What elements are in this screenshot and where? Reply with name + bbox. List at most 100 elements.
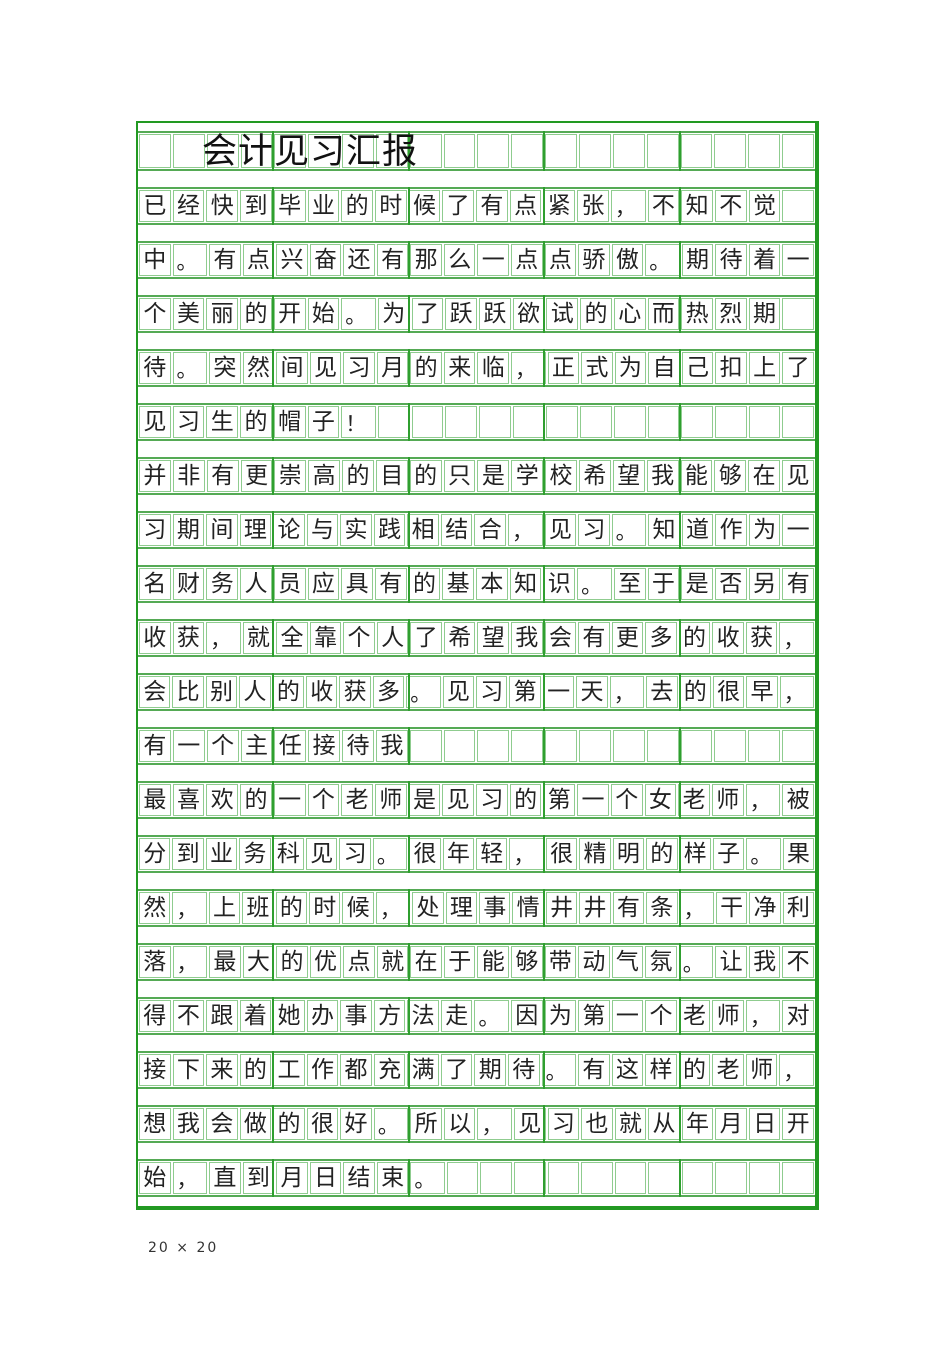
char-cell: 大 — [242, 946, 275, 978]
char-cell: 样 — [645, 1054, 677, 1086]
char-cell: 。 — [172, 352, 208, 384]
char-cell: 分 — [139, 838, 171, 870]
char-cell — [443, 730, 476, 762]
char-cell: 。 — [410, 1162, 445, 1194]
char-cell: 很 — [306, 1108, 339, 1140]
group-divider-line — [272, 997, 275, 1035]
char-cell: 会 — [139, 676, 171, 708]
group-divider-line — [678, 349, 681, 387]
row-spacer — [138, 1143, 815, 1159]
char-cell: 束 — [376, 1162, 409, 1194]
char-cell: 落 — [139, 946, 171, 978]
char-cell — [648, 1162, 680, 1194]
char-cell: 让 — [715, 946, 747, 978]
char-cell: 经 — [172, 190, 205, 222]
char-cell: 我 — [748, 946, 781, 978]
char-cell: 于 — [443, 946, 476, 978]
char-cell: 望 — [477, 622, 510, 654]
char-cell: 人 — [376, 622, 409, 654]
char-cell: 试 — [546, 298, 579, 330]
char-cell: 充 — [373, 1054, 406, 1086]
char-cell: 收 — [306, 676, 338, 708]
char-cell: 应 — [307, 568, 340, 600]
char-cell: ， — [172, 892, 207, 924]
char-cell: 践 — [373, 514, 406, 546]
group-divider-line — [407, 1051, 410, 1089]
char-cell: 一 — [172, 730, 205, 762]
char-cell: 目 — [375, 460, 408, 492]
char-cell: 跟 — [206, 1000, 238, 1032]
char-cell: ， — [745, 784, 781, 816]
bottom-margin-strip — [138, 1197, 815, 1206]
char-cell: 对 — [782, 1000, 814, 1032]
char-cell: 点 — [544, 244, 577, 276]
char-cell — [782, 1162, 814, 1194]
group-divider-line — [407, 511, 410, 549]
text-row: 落，最大的优点就在于能够带动气氛。让我不 — [138, 943, 815, 981]
char-cell: 欢 — [206, 784, 239, 816]
char-cell: 见 — [139, 406, 171, 438]
char-cell: 见 — [306, 838, 338, 870]
char-cell: 被 — [782, 784, 815, 816]
group-divider-line — [272, 889, 275, 927]
char-cell — [748, 406, 781, 438]
group-divider-line — [407, 673, 410, 711]
char-cell: 的 — [240, 406, 272, 438]
text-row: 中。有点兴奋还有那么一点点骄傲。期待着一 — [138, 241, 815, 279]
char-cell: 名 — [139, 568, 171, 600]
char-cell: 来 — [443, 352, 476, 384]
group-divider-line — [272, 1105, 275, 1143]
char-cell: 烈 — [714, 298, 747, 330]
char-cell: 为 — [748, 514, 781, 546]
char-cell: 为 — [544, 1000, 577, 1032]
char-cell: 与 — [306, 514, 339, 546]
char-cell: 一 — [611, 1000, 644, 1032]
char-cell: 生 — [206, 406, 239, 438]
char-cell — [580, 406, 612, 438]
char-cell: 见 — [309, 352, 342, 384]
char-cell: 优 — [309, 946, 342, 978]
char-cell — [409, 134, 442, 168]
group-divider-line — [407, 131, 410, 171]
char-cell: 习 — [547, 1108, 580, 1140]
char-cell — [139, 134, 171, 168]
group-divider-line — [678, 727, 681, 765]
char-cell: 。 — [645, 244, 680, 276]
char-cell: 到 — [240, 190, 272, 222]
group-divider-line — [543, 889, 546, 927]
group-divider-line — [407, 727, 410, 765]
group-divider-line — [678, 1159, 681, 1197]
char-cell — [715, 1162, 747, 1194]
char-cell: 收 — [712, 622, 744, 654]
char-cell: 帽 — [273, 406, 306, 438]
char-cell — [375, 134, 408, 168]
char-cell: 科 — [272, 838, 305, 870]
char-cell: 道 — [681, 514, 714, 546]
group-divider-line — [543, 943, 546, 981]
char-cell: 有 — [578, 622, 610, 654]
char-cell: 并 — [139, 460, 171, 492]
char-cell: 事 — [340, 1000, 372, 1032]
group-divider-line — [272, 131, 275, 171]
char-cell: 的 — [273, 1108, 305, 1140]
group-divider-line — [543, 1159, 546, 1197]
char-cell: 的 — [679, 676, 711, 708]
char-cell: 候 — [342, 892, 374, 924]
char-cell: 习 — [139, 514, 171, 546]
group-divider-line — [272, 349, 275, 387]
char-cell: 的 — [342, 460, 374, 492]
char-cell: 开 — [273, 298, 306, 330]
char-cell: 师 — [745, 1054, 778, 1086]
char-cell: 期 — [172, 514, 205, 546]
char-cell: 上 — [748, 352, 781, 384]
char-cell: 是 — [477, 460, 510, 492]
group-divider-line — [543, 241, 546, 279]
char-cell — [646, 730, 679, 762]
char-cell: 期 — [681, 244, 714, 276]
char-cell: ， — [477, 1108, 513, 1140]
group-divider-line — [543, 187, 546, 225]
group-divider-line — [272, 187, 275, 225]
char-cell: 的 — [410, 352, 442, 384]
char-cell: 务 — [239, 838, 271, 870]
char-cell: ！ — [341, 406, 376, 438]
